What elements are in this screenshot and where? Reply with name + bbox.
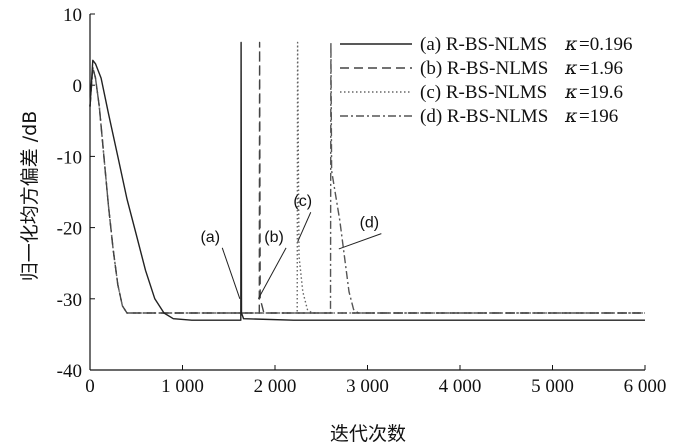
x-tick-label: 1 000 [161,376,204,397]
annotation-label: (d) [360,215,380,232]
x-tick-label: 4 000 [439,376,482,397]
annotation-label: (b) [264,229,284,246]
legend-kappa-value: =19.6 [579,82,623,103]
legend-kappa-value: =196 [579,106,618,127]
annotation-leader [257,247,287,300]
x-tick-label: 5 000 [531,376,574,397]
annotation-leader [221,247,241,299]
legend-kappa-symbol: κ [564,105,578,127]
y-tick-label: -30 [57,290,82,311]
legend-kappa-symbol: κ [564,81,578,103]
x-tick-label: 2 000 [254,376,297,397]
annotation-label: (c) [293,193,312,210]
legend-kappa-symbol: κ [564,33,578,55]
series-line-c [89,41,645,314]
x-tick-label: 0 [85,376,95,397]
annotation-leader [338,233,382,250]
y-tick-label: 0 [73,76,83,97]
series-line-b [89,41,645,314]
legend-label: (d) R-BS-NLMS [420,106,548,127]
legend-label: (b) R-BS-NLMS [420,58,548,79]
legend-kappa-value: =1.96 [579,58,623,79]
y-tick-label: 10 [63,5,82,26]
y-tick-label: -40 [57,361,82,382]
annotation-leader [297,212,312,243]
y-axis-title: 归一化均方偏差 /dB [19,111,41,282]
series-line-a [89,41,645,321]
legend-kappa-symbol: κ [564,57,578,79]
legend: (a) R-BS-NLMS κ =0.196(b) R-BS-NLMS κ =1.96(… [340,33,632,127]
series-lines [89,41,645,321]
axes [89,13,646,371]
legend-label: (a) R-BS-NLMS [420,34,547,55]
tick-labels: 0 1 000 2 000 3 000 4 000 5 000 6 000 -40 -30 -20… [57,5,667,397]
legend-label: (c) R-BS-NLMS [420,82,547,103]
y-tick-label: -20 [57,219,82,240]
series-line-d [89,41,645,314]
legend-kappa-value: =0.196 [579,34,632,55]
y-tick-label: -10 [57,147,82,168]
x-tick-label: 3 000 [346,376,389,397]
x-axis-title: 迭代次数 [330,423,406,444]
x-tick-label: 6 000 [624,376,667,397]
curve-annotations: (a) (b) (c) (d) [200,193,382,300]
annotation-label: (a) [200,229,220,246]
